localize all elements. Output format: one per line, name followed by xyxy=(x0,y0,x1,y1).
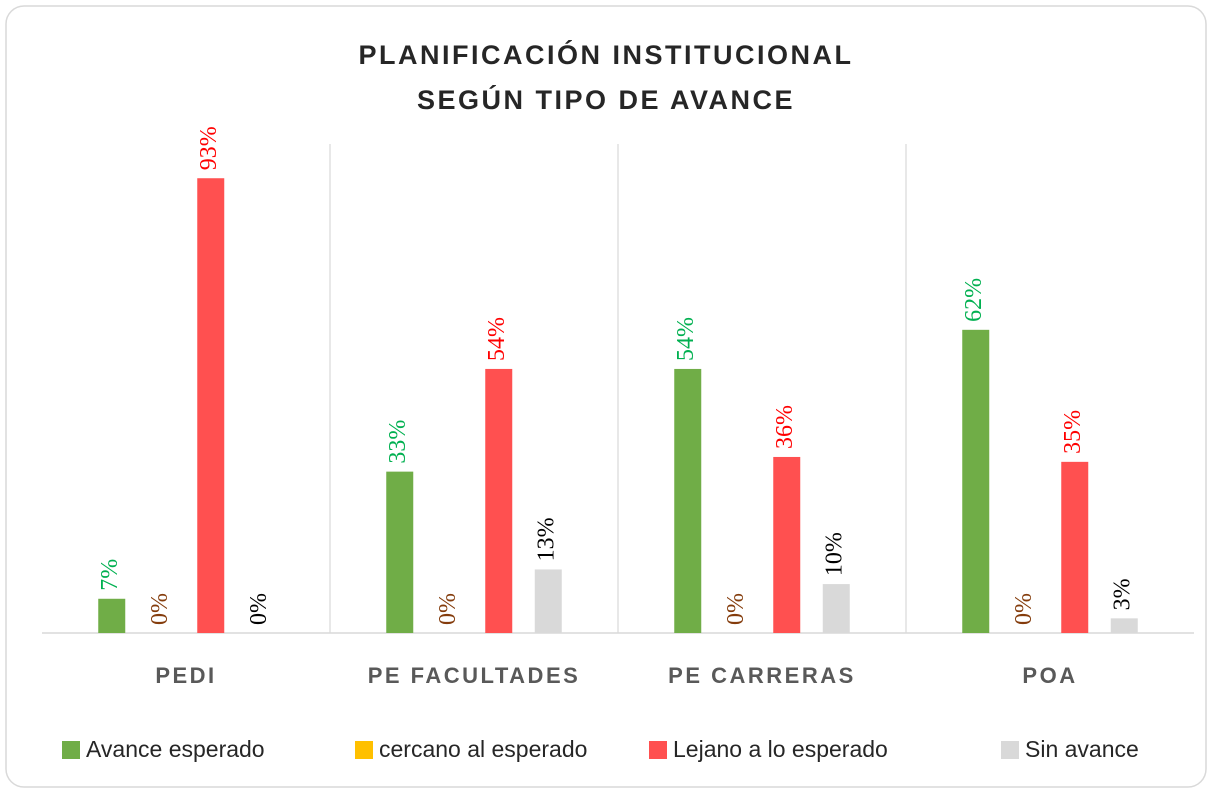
bar xyxy=(1061,461,1089,633)
data-label: 54% xyxy=(484,317,510,361)
legend-label: cercano al esperado xyxy=(379,736,587,762)
legend-swatch xyxy=(1001,741,1019,759)
bar xyxy=(773,456,801,633)
legend-label: Avance esperado xyxy=(86,736,265,762)
data-label: 54% xyxy=(673,317,699,361)
bar xyxy=(822,584,850,633)
bar xyxy=(386,471,414,633)
bar xyxy=(485,368,513,633)
chart-title: PLANIFICACIÓN INSTITUCIONAL xyxy=(359,39,854,70)
data-label: 7% xyxy=(97,559,123,591)
data-label: 0% xyxy=(246,593,272,625)
x-tick-label: PE CARRERAS xyxy=(668,663,856,688)
x-tick-label: PEDI xyxy=(155,663,216,688)
data-label: 93% xyxy=(196,126,222,170)
data-label: 13% xyxy=(534,517,560,561)
data-label: 62% xyxy=(961,278,987,322)
data-label: 0% xyxy=(1011,593,1037,625)
data-label: 33% xyxy=(385,420,411,464)
x-tick-label: PE FACULTADES xyxy=(368,663,581,688)
data-label: 0% xyxy=(147,593,173,625)
data-label: 3% xyxy=(1110,578,1136,610)
data-label: 10% xyxy=(822,532,848,576)
legend-label: Sin avance xyxy=(1025,736,1139,762)
legend-label: Lejano a lo esperado xyxy=(673,736,888,762)
legend-swatch xyxy=(62,741,80,759)
legend-swatch xyxy=(649,741,667,759)
bar xyxy=(674,368,702,633)
x-tick-label: POA xyxy=(1022,663,1077,688)
data-label: 36% xyxy=(772,405,798,449)
chart-title: SEGÚN TIPO DE AVANCE xyxy=(417,84,795,115)
data-label: 0% xyxy=(435,593,461,625)
data-label: 35% xyxy=(1060,410,1086,454)
bar xyxy=(1110,618,1138,633)
bar xyxy=(197,178,225,634)
bar xyxy=(962,329,990,633)
bar xyxy=(534,569,562,633)
data-label: 0% xyxy=(723,593,749,625)
legend-swatch xyxy=(355,741,373,759)
bar xyxy=(98,598,126,633)
